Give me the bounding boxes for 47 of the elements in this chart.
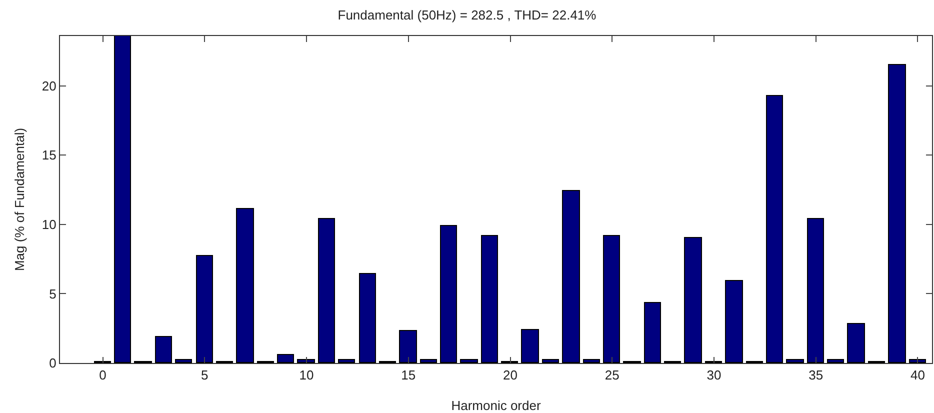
bar (807, 218, 824, 363)
bar (684, 237, 702, 363)
x-axis-title: Harmonic order (451, 398, 542, 413)
bar (338, 359, 355, 363)
bar (827, 359, 844, 363)
x-tick-label: 0 (99, 368, 106, 383)
bar (562, 190, 580, 363)
bar (583, 359, 600, 363)
bar (786, 359, 804, 363)
x-tick-label: 15 (401, 368, 416, 383)
bar (644, 302, 661, 363)
y-tick-label: 15 (42, 148, 56, 163)
bar (766, 95, 783, 363)
bar (460, 359, 478, 363)
bar (155, 336, 172, 363)
bar (399, 330, 417, 363)
x-tick-label: 20 (503, 368, 518, 383)
bar (521, 329, 539, 363)
y-axis-title: Mag (% of Fundamental) (12, 128, 27, 272)
x-tick-label: 40 (910, 368, 925, 383)
bar (725, 280, 743, 363)
bar (277, 354, 294, 363)
bar (888, 64, 906, 363)
x-tick-label: 35 (808, 368, 824, 383)
bar (542, 359, 559, 363)
y-tick-label: 0 (49, 356, 56, 371)
y-tick-label: 20 (42, 78, 56, 94)
bar (359, 273, 376, 363)
x-tick-label: 5 (201, 368, 208, 383)
bar (909, 359, 926, 363)
chart-title: Fundamental (50Hz) = 282.5 , THD= 22.41% (338, 7, 597, 22)
bar (114, 36, 131, 363)
bar (318, 218, 335, 363)
bar (440, 225, 457, 363)
bar (603, 235, 620, 363)
bar (297, 359, 315, 363)
bar (420, 359, 437, 363)
bar (196, 255, 213, 363)
y-tick-label: 5 (49, 286, 56, 302)
bar (236, 208, 254, 363)
bar (175, 359, 192, 363)
bar (847, 323, 865, 363)
bar (481, 235, 498, 363)
x-tick-label: 30 (706, 368, 722, 383)
x-tick-label: 25 (604, 368, 620, 383)
x-tick-label: 10 (299, 368, 314, 383)
y-tick-label: 10 (42, 216, 56, 232)
